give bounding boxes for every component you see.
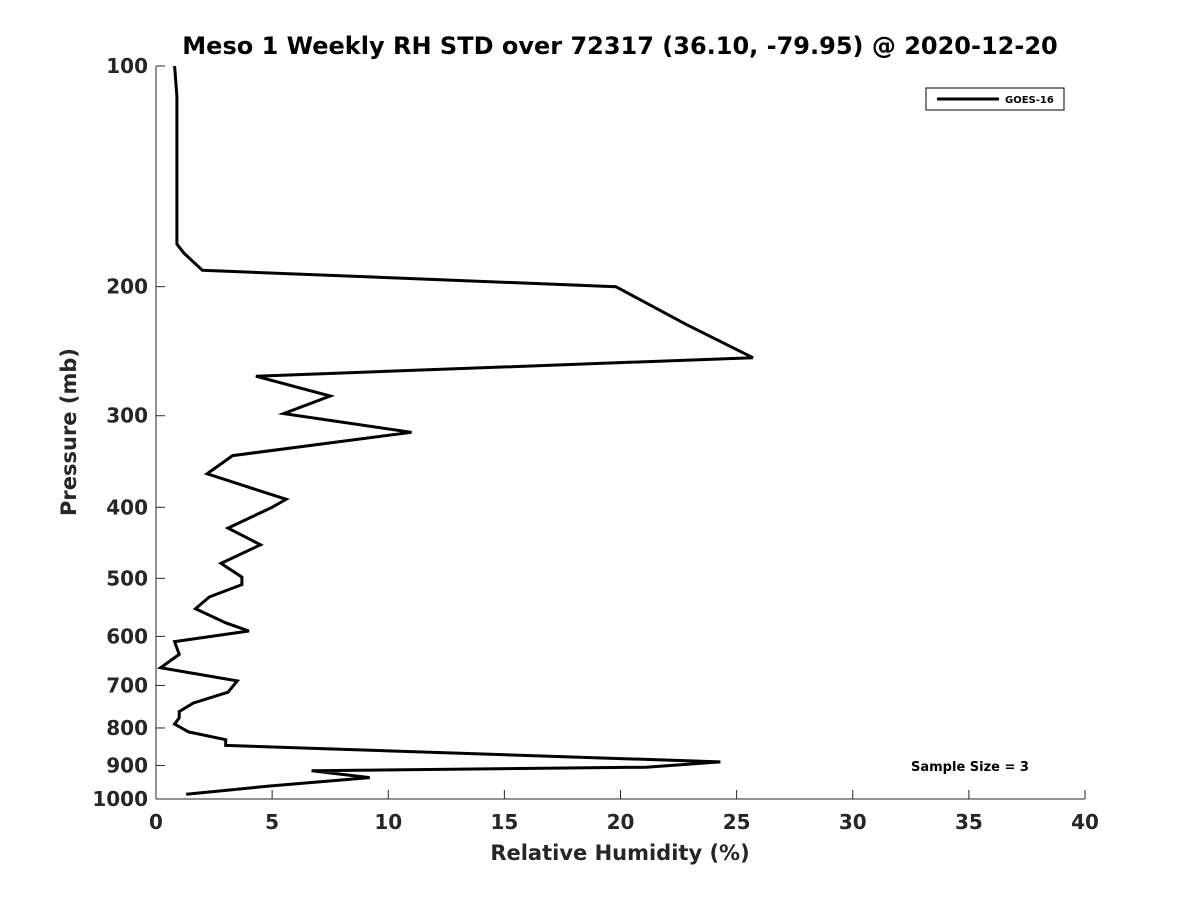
x-tick-label: 35 — [955, 810, 983, 834]
legend: GOES-16 — [925, 87, 1065, 111]
y-axis-label: Pressure (mb) — [57, 348, 81, 516]
series-line-goes-16 — [156, 65, 754, 796]
chart-title: Meso 1 Weekly RH STD over 72317 (36.10, … — [182, 32, 1057, 60]
y-tick-label: 400 — [106, 495, 148, 519]
y-tick-label: 900 — [106, 753, 148, 777]
y-tick-label: 300 — [106, 404, 148, 428]
y-tick-label: 500 — [106, 566, 148, 590]
x-axis-label: Relative Humidity (%) — [490, 841, 749, 865]
y-axis-ticks: 100 200 300 400 500 600 700 800 900 1000 — [92, 54, 165, 811]
x-tick-label: 5 — [265, 810, 279, 834]
y-tick-label: 600 — [106, 624, 148, 648]
sample-size-annotation: Sample Size = 3 — [911, 760, 1029, 775]
y-tick-label: 1000 — [92, 787, 148, 811]
x-axis-ticks: 0 5 10 15 20 25 30 35 40 — [149, 790, 1099, 834]
x-tick-label: 25 — [723, 810, 751, 834]
x-tick-label: 30 — [839, 810, 867, 834]
x-tick-label: 10 — [374, 810, 402, 834]
legend-label-goes-16: GOES-16 — [1005, 95, 1054, 106]
series-layer — [156, 65, 754, 796]
x-tick-label: 20 — [607, 810, 635, 834]
y-tick-label: 800 — [106, 716, 148, 740]
x-tick-label: 40 — [1071, 810, 1099, 834]
y-tick-label: 200 — [106, 275, 148, 299]
y-tick-label: 100 — [106, 54, 148, 78]
y-tick-label: 700 — [106, 673, 148, 697]
x-tick-label: 0 — [149, 810, 163, 834]
x-tick-label: 15 — [490, 810, 518, 834]
